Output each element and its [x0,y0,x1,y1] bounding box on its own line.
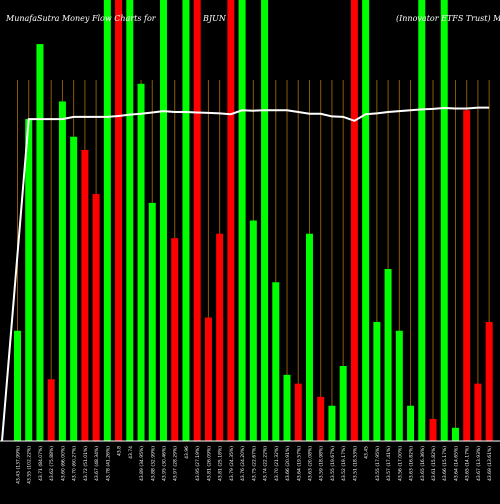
bar [36,44,44,441]
bar [317,396,325,441]
bar [294,383,302,441]
x-tick-label: 43.70 (60.27%) [72,446,78,481]
bar [350,0,358,441]
bar [14,330,21,441]
bar [81,149,89,441]
x-tick-label: 43.52 (19.17%) [341,446,347,481]
x-tick-label: 43.97 (28.29%) [173,446,179,481]
x-tick-label: 43.67 (48.34%) [94,446,100,481]
price-line [1,106,490,442]
x-tick-label: 43.45 [364,446,370,459]
x-tick-label: 43.81 (25.18%) [218,446,224,481]
x-tick-label: 43.72 (51.01%) [83,446,89,481]
x-tick-label: 43.67 (13.93%) [476,446,482,481]
x-tick-label: 43.64 (14.65%) [453,446,459,481]
bar [328,405,336,441]
bar [58,101,66,442]
x-tick-label: 43.55 (19.67%) [330,446,336,481]
x-tick-label: 43.63 (20.08%) [307,446,313,481]
bar [92,194,100,441]
x-tick-label: 43.62 (75.88%) [49,446,55,481]
x-tick-label: 43.74 (22.22%) [263,446,269,481]
bar [485,321,493,441]
x-tick-label: 43.71 (84.07%) [38,446,44,481]
x-tick-label: 43.64 (19.57%) [296,446,302,481]
x-tick-label: 43.95 (30.46%) [161,446,167,481]
bar [47,379,55,441]
bar [407,405,415,441]
x-tick-label: 43.66 (15.17%) [442,446,448,481]
x-tick-label: 43.8 [117,446,123,456]
x-tick-label: 43.65 (16.36%) [420,446,426,481]
x-tick-label: 43.79 (24.35%) [229,446,235,481]
bar [339,366,347,441]
bar [384,269,392,441]
bar [70,136,78,441]
x-tick-label: 43.76 (24.20%) [240,446,246,481]
bar [305,233,313,441]
bar [474,383,482,441]
x-tick-label: 43.69 (13.61%) [487,446,493,481]
x-tick-label: 43.63 (16.82%) [409,446,415,481]
bar [137,83,145,441]
x-tick-label: 43.61 (15.82%) [431,446,437,481]
bar [227,0,235,441]
x-tick-label: 43.56 (17.00%) [397,446,403,481]
bar [159,0,167,441]
x-tick-label: 43.65 (14.17%) [465,446,471,481]
bar [115,0,123,441]
chart-title-symbol: BJUN [203,14,226,23]
bar [182,0,190,441]
x-tick-label: 43.74 [128,446,134,459]
x-tick-label: 43.55 (17.95%) [375,446,381,481]
x-tick-label: 43.43 (137.99%) [16,446,22,484]
chart-title-left: MunafaSutra Money Flow Charts for [6,14,156,23]
x-tick-label: 43.81 (26.09%) [206,446,212,481]
x-tick-label: 43.95 (27.19%) [195,446,201,481]
x-tick-label: 43.96 [184,446,190,459]
bar [25,119,33,441]
bar [272,282,280,441]
chart-title-right: (Innovator ETFS Trust) Munafa [396,14,500,23]
bar [148,202,156,441]
bar [429,418,437,441]
bar [395,330,403,441]
bar [238,0,246,441]
bar [283,374,291,441]
bar [249,220,257,441]
x-tick-label: 43.88 (32.99%) [150,446,156,481]
x-tick-label: 43.89 (34.95%) [139,446,145,481]
x-tick-label: 43.55 (102.22%) [27,446,33,484]
x-tick-label: 43.70 (21.32%) [274,446,280,481]
x-tick-label: 43.51 (18.53%) [352,446,358,481]
x-tick-label: 43.60 (66.00%) [60,446,66,481]
bar [451,427,459,441]
bar [103,0,111,441]
bar [261,0,269,441]
x-tick-label: 43.75 (22.67%) [251,446,257,481]
bar [126,0,134,441]
bar [362,0,370,441]
x-tick-label: 43.66 (20.91%) [285,446,291,481]
bar [216,233,224,441]
bar [463,110,471,441]
x-tick-label: 43.57 (17.41%) [386,446,392,481]
bar [440,0,448,441]
bar [204,317,212,441]
bar [193,0,201,441]
bar [373,321,381,441]
bar [418,0,426,441]
x-tick-label: 43.59 (18.98%) [319,446,325,481]
x-tick-label: 43.78 (41.26%) [105,446,111,481]
bar [171,238,179,441]
